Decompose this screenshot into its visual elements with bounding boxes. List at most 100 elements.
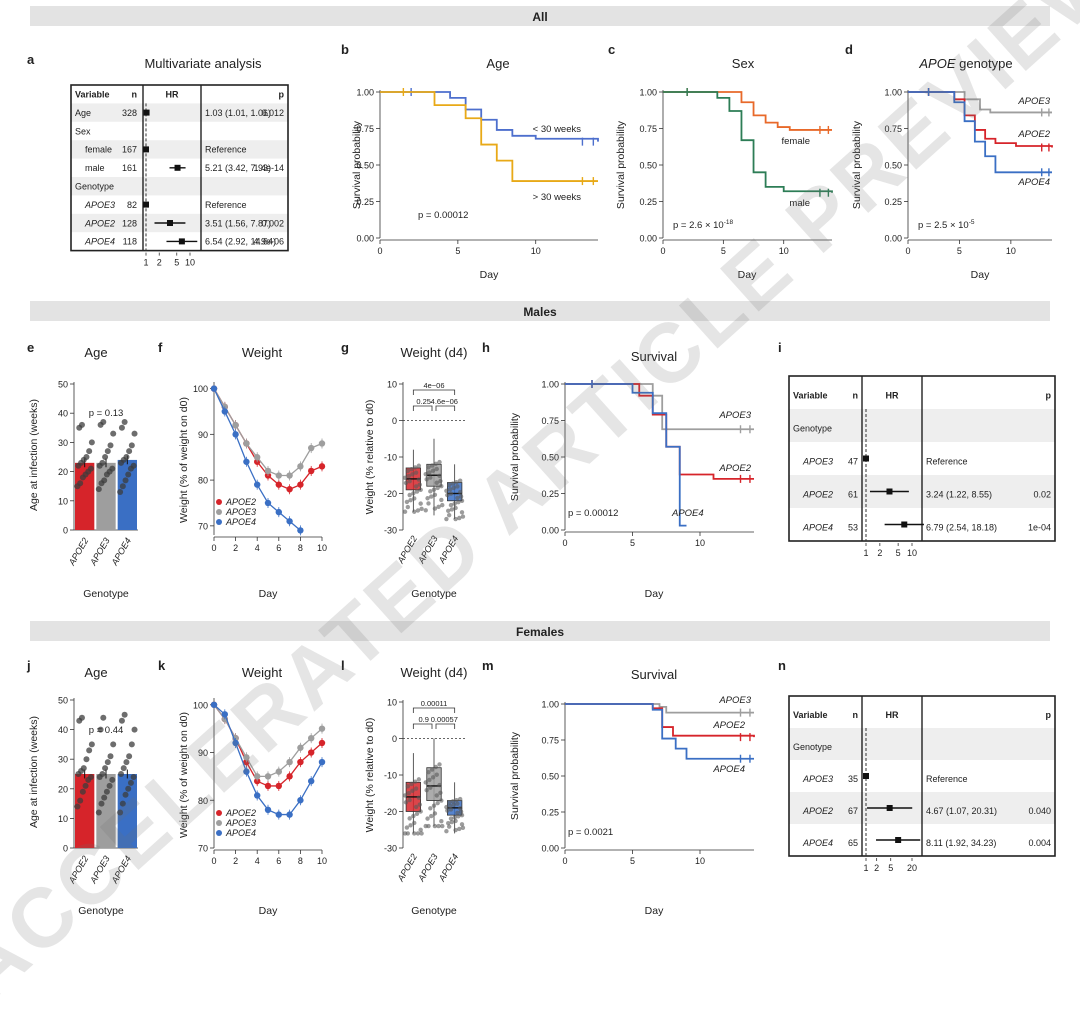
hr-axis-label: 5: [888, 863, 893, 873]
data-point: [404, 825, 410, 830]
data-point: [453, 818, 458, 824]
y-tick-label: -20: [384, 807, 397, 817]
data-point: [82, 782, 89, 789]
x-tick-label: 4: [255, 856, 260, 866]
weight-point: [318, 440, 326, 447]
x-axis-title: Day: [738, 269, 757, 281]
data-point: [424, 477, 429, 482]
hr-point: [143, 109, 150, 116]
data-point: [460, 825, 466, 830]
data-point: [430, 468, 436, 473]
y-tick-label: 0: [63, 844, 68, 854]
row-label: APOE2: [802, 489, 833, 499]
data-point: [434, 793, 439, 798]
data-point: [431, 803, 437, 808]
data-point: [402, 509, 408, 514]
weight-point: [243, 440, 250, 447]
data-point: [107, 753, 114, 760]
data-point: [449, 819, 455, 825]
data-point: [131, 726, 138, 733]
km-curve-APOE3: [565, 383, 754, 431]
data-point: [436, 504, 441, 510]
legend-swatch: [216, 810, 222, 816]
data-point: [88, 741, 95, 748]
y-tick-label: 0.75: [884, 124, 902, 134]
row-n: 47: [848, 456, 858, 466]
row-n: 167: [122, 145, 137, 155]
y-tick-label: 0.00: [884, 234, 902, 244]
section-title-females: Females: [516, 625, 564, 639]
y-axis-title: Weight (% of weight on d0): [178, 712, 190, 838]
data-point: [416, 463, 422, 468]
column-header-n: n: [853, 710, 859, 720]
data-point: [87, 773, 94, 780]
data-point: [404, 499, 410, 505]
data-point: [448, 816, 454, 821]
data-point: [419, 831, 424, 836]
row-label: male: [85, 163, 105, 173]
data-point: [425, 816, 430, 821]
data-point: [429, 494, 434, 499]
category-label: APOE2: [66, 536, 90, 568]
weight-point: [286, 811, 293, 818]
y-tick-label: 70: [198, 521, 208, 531]
y-tick-label: 30: [58, 438, 68, 448]
data-point: [446, 512, 452, 518]
row-label: APOE3: [802, 456, 833, 466]
data-point: [415, 508, 421, 513]
data-point: [453, 505, 458, 511]
data-point: [459, 822, 465, 827]
y-tick-label: 10: [387, 380, 397, 390]
km-curve-male: [663, 91, 833, 193]
data-point: [426, 823, 431, 829]
panel-title-a: Multivariate analysis: [144, 56, 262, 71]
column-header-variable: Variable: [793, 710, 828, 720]
category-label: APOE2: [395, 534, 419, 566]
data-point: [434, 772, 439, 777]
y-axis-title: Weight (% relative to d0): [364, 718, 376, 833]
data-point: [110, 430, 117, 437]
row-label: Genotype: [793, 423, 832, 433]
data-point: [454, 479, 459, 485]
panel-title-b: Age: [486, 56, 509, 71]
y-tick-label: 70: [198, 844, 208, 854]
weight-point: [264, 499, 272, 507]
series-label: > 30 weeks: [533, 192, 582, 203]
series-label: APOE2: [712, 720, 745, 731]
data-point: [403, 480, 409, 486]
x-axis-title: Genotype: [411, 905, 457, 917]
y-tick-label: 50: [58, 380, 68, 390]
hr-point: [174, 164, 181, 171]
hr-point: [886, 488, 893, 495]
bracket-pvalue: 0.00011: [421, 699, 448, 708]
data-point: [438, 790, 443, 796]
y-tick-label: 30: [58, 755, 68, 765]
panel-letter-h: h: [482, 340, 490, 355]
y-axis-title: Survival probability: [509, 412, 521, 501]
data-point: [408, 823, 413, 828]
weight-point: [318, 758, 326, 766]
hr-point: [863, 455, 869, 462]
data-point: [86, 747, 93, 754]
data-point: [128, 442, 135, 449]
significance-bracket: [412, 389, 456, 395]
weight-point: [308, 467, 315, 475]
weight-point: [275, 481, 282, 488]
data-point: [457, 478, 463, 483]
data-point: [435, 485, 440, 491]
x-tick-label: 5: [957, 246, 962, 256]
y-tick-label: 40: [58, 725, 68, 735]
y-tick-label: 0.25: [541, 489, 559, 499]
x-tick-label: 10: [317, 543, 327, 553]
panel-letter-e: e: [27, 340, 34, 355]
weight-point: [254, 773, 261, 780]
data-point: [95, 486, 102, 493]
category-label: APOE3: [88, 536, 112, 568]
x-tick-label: 0: [905, 246, 910, 256]
data-point: [450, 481, 456, 486]
data-point: [77, 797, 84, 804]
data-point: [438, 478, 443, 484]
hr-axis-label: 20: [907, 863, 917, 873]
y-tick-label: -30: [384, 844, 397, 854]
panel-title-e: Age: [84, 345, 107, 360]
